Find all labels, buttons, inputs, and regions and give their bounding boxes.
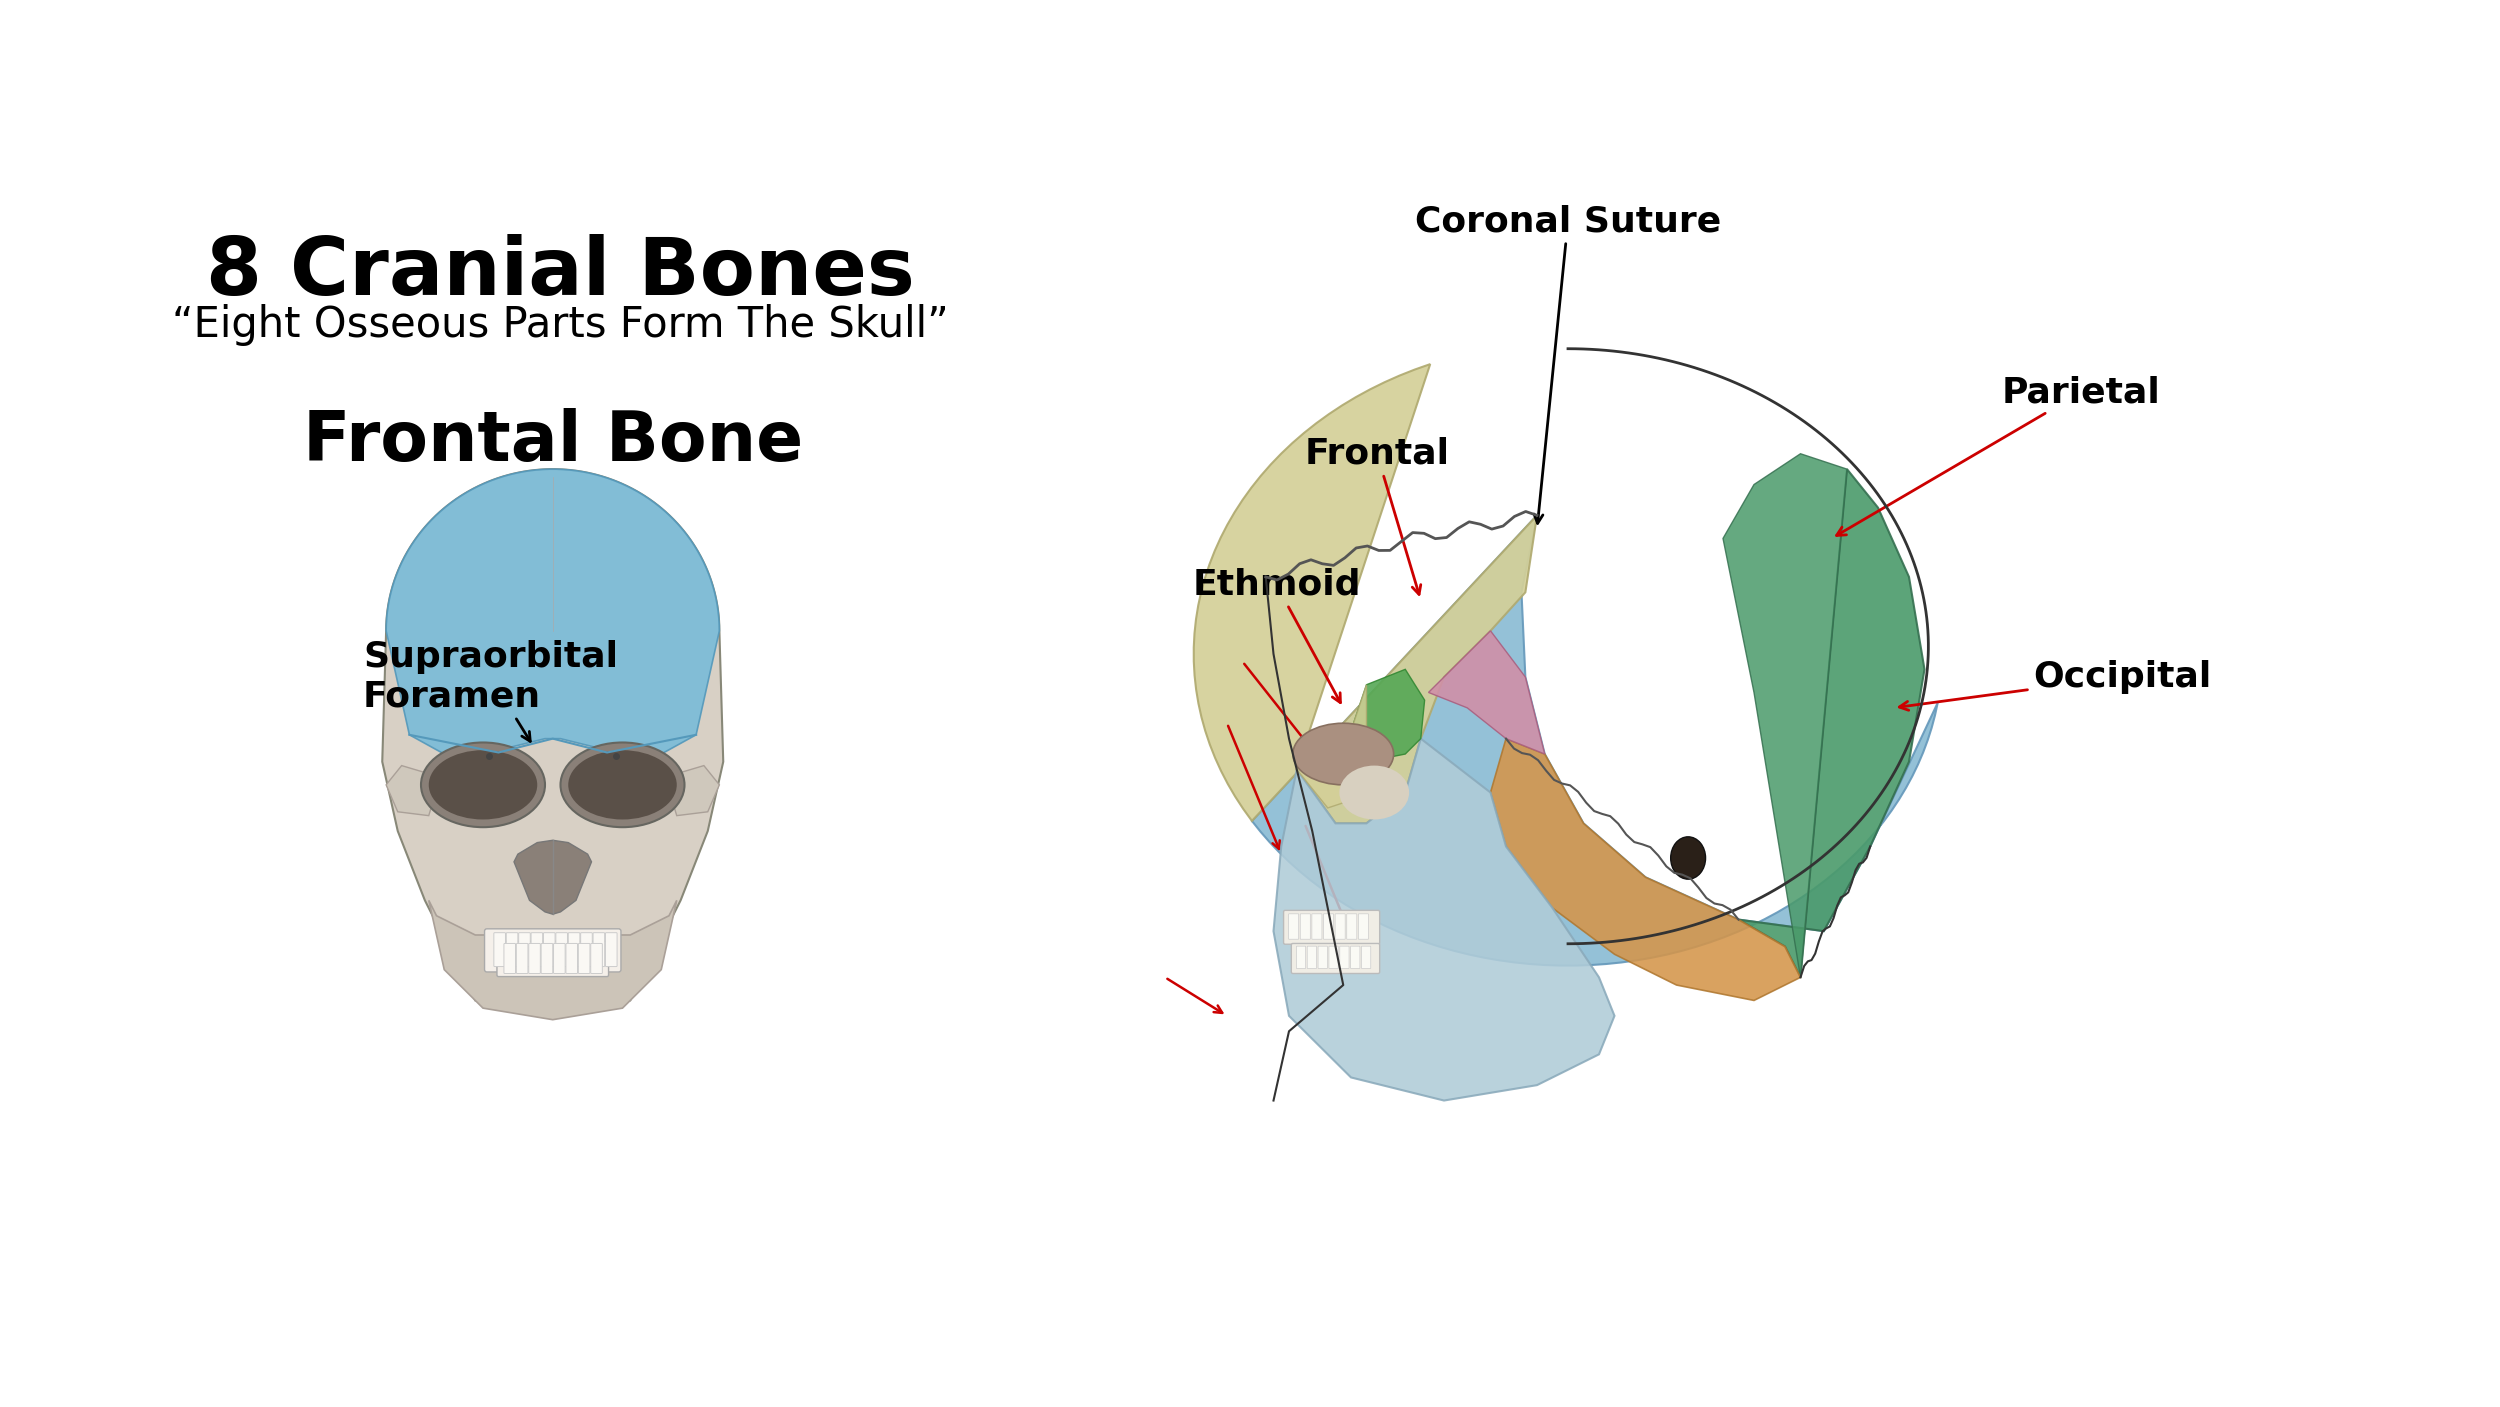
- FancyBboxPatch shape: [578, 944, 590, 974]
- Text: Ethmoid: Ethmoid: [1192, 567, 1360, 702]
- Polygon shape: [515, 840, 592, 915]
- Text: Occipital: Occipital: [1900, 660, 2212, 711]
- Text: Supraorbital
Foramen: Supraorbital Foramen: [362, 640, 618, 741]
- FancyBboxPatch shape: [555, 933, 568, 967]
- Polygon shape: [1272, 739, 1615, 1100]
- Polygon shape: [382, 469, 722, 1016]
- FancyBboxPatch shape: [518, 933, 530, 967]
- Ellipse shape: [420, 743, 545, 827]
- FancyBboxPatch shape: [1358, 913, 1368, 940]
- Text: Parietal: Parietal: [1838, 376, 2160, 536]
- FancyBboxPatch shape: [1318, 946, 1328, 968]
- FancyBboxPatch shape: [1335, 913, 1345, 940]
- Polygon shape: [1722, 453, 1848, 978]
- FancyBboxPatch shape: [1340, 946, 1350, 968]
- Text: Coronal Suture: Coronal Suture: [1415, 204, 1720, 523]
- FancyBboxPatch shape: [565, 944, 578, 974]
- Ellipse shape: [1340, 765, 1410, 819]
- FancyBboxPatch shape: [1350, 946, 1360, 968]
- FancyBboxPatch shape: [495, 933, 505, 967]
- FancyBboxPatch shape: [518, 944, 528, 974]
- Ellipse shape: [568, 750, 678, 819]
- Polygon shape: [1737, 469, 1925, 978]
- FancyBboxPatch shape: [592, 933, 605, 967]
- FancyBboxPatch shape: [1362, 946, 1370, 968]
- FancyBboxPatch shape: [1322, 913, 1332, 940]
- FancyBboxPatch shape: [1298, 946, 1305, 968]
- Ellipse shape: [430, 750, 538, 819]
- Polygon shape: [1490, 739, 1800, 1000]
- FancyBboxPatch shape: [1282, 910, 1380, 944]
- Ellipse shape: [1670, 837, 1705, 879]
- Polygon shape: [385, 765, 440, 816]
- Text: “Eight Osseous Parts Form The Skull”: “Eight Osseous Parts Form The Skull”: [173, 304, 950, 346]
- FancyBboxPatch shape: [1300, 913, 1310, 940]
- FancyBboxPatch shape: [542, 933, 555, 967]
- FancyBboxPatch shape: [1348, 913, 1358, 940]
- FancyBboxPatch shape: [540, 944, 552, 974]
- FancyBboxPatch shape: [528, 944, 540, 974]
- FancyBboxPatch shape: [1330, 946, 1338, 968]
- FancyBboxPatch shape: [485, 929, 620, 972]
- FancyBboxPatch shape: [505, 933, 518, 967]
- FancyBboxPatch shape: [580, 933, 592, 967]
- FancyBboxPatch shape: [605, 933, 618, 967]
- Polygon shape: [430, 900, 678, 1020]
- Polygon shape: [385, 469, 720, 754]
- FancyBboxPatch shape: [1288, 913, 1298, 940]
- Polygon shape: [1298, 685, 1368, 808]
- FancyBboxPatch shape: [505, 944, 515, 974]
- FancyBboxPatch shape: [1308, 946, 1318, 968]
- Polygon shape: [1195, 364, 1538, 823]
- Polygon shape: [1252, 515, 1938, 965]
- Polygon shape: [665, 765, 720, 816]
- Text: Frontal: Frontal: [1305, 436, 1450, 594]
- FancyBboxPatch shape: [530, 933, 542, 967]
- Text: 8 Cranial Bones: 8 Cranial Bones: [205, 235, 915, 312]
- FancyBboxPatch shape: [498, 941, 608, 976]
- FancyBboxPatch shape: [1312, 913, 1322, 940]
- Polygon shape: [1350, 670, 1425, 761]
- Ellipse shape: [560, 743, 685, 827]
- Ellipse shape: [1292, 723, 1392, 785]
- FancyBboxPatch shape: [568, 933, 580, 967]
- Text: Frontal Bone: Frontal Bone: [302, 408, 802, 474]
- FancyBboxPatch shape: [1292, 944, 1380, 974]
- FancyBboxPatch shape: [552, 944, 565, 974]
- FancyBboxPatch shape: [590, 944, 602, 974]
- Polygon shape: [1427, 630, 1545, 754]
